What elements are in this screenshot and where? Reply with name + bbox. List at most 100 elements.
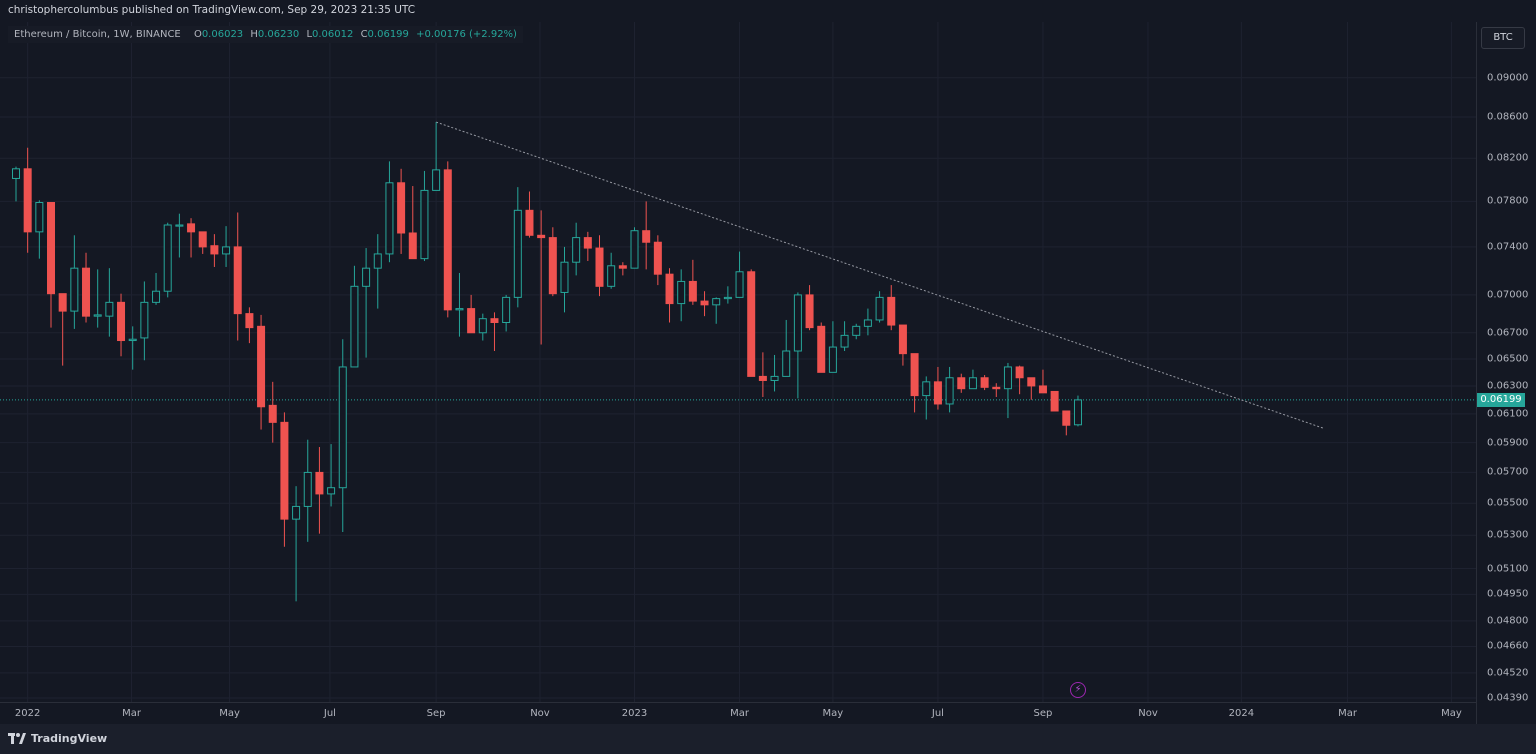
y-tick-label: 0.05500 — [1487, 497, 1529, 509]
y-tick-label: 0.05100 — [1487, 563, 1529, 575]
candle-body-up — [793, 294, 802, 352]
candle-body-down — [688, 280, 697, 302]
candle-body-down — [548, 237, 557, 295]
candle-body-down — [82, 267, 91, 317]
candle-body-up — [350, 285, 359, 368]
chart-background — [0, 22, 1476, 702]
candle-body-up — [945, 377, 954, 405]
footer-bar: TradingView — [0, 724, 1536, 754]
close-label: C — [360, 29, 368, 40]
x-tick-label: Sep — [426, 708, 446, 719]
x-tick-label: 2024 — [1228, 708, 1255, 719]
candle-body-up — [677, 280, 686, 305]
candle-body-up — [303, 471, 312, 507]
candle-body-down — [1038, 385, 1047, 394]
time-axis[interactable]: 2022 Mar May Jul Sep Nov 2023 Mar May Jul Sep Nov 20… — [0, 702, 1476, 725]
y-tick-label: 0.09000 — [1487, 72, 1529, 84]
candle-body-up — [432, 169, 441, 191]
symbol-title[interactable]: Ethereum / Bitcoin, 1W, BINANCE — [14, 29, 181, 40]
candle-body-down — [898, 324, 907, 355]
candle-body-up — [12, 168, 20, 179]
candle-body-down — [957, 377, 966, 390]
y-tick-label: 0.07800 — [1487, 195, 1529, 207]
candle-body-down — [583, 237, 592, 249]
candle-body-down — [467, 308, 476, 334]
open-label: O — [193, 29, 202, 40]
candle-body-down — [805, 294, 814, 329]
x-tick-label: Mar — [730, 708, 749, 719]
candle-body-up — [922, 381, 931, 397]
candle-body-up — [863, 319, 872, 327]
candle-body-down — [747, 271, 756, 377]
candle-body-down — [187, 223, 196, 233]
candle-body-up — [455, 308, 464, 311]
candle-body-up — [852, 325, 861, 336]
candle-body-up — [607, 265, 616, 287]
candle-body-up — [327, 487, 336, 495]
candle-body-up — [723, 296, 732, 300]
last-price-label: 0.06199 — [1477, 392, 1525, 407]
y-tick-label: 0.05700 — [1487, 466, 1529, 478]
candle-body-up — [175, 224, 184, 227]
candle-body-up — [105, 301, 114, 317]
candle-body-up — [128, 338, 137, 342]
candle-body-up — [968, 377, 977, 390]
tradingview-logo[interactable]: TradingView — [8, 732, 107, 745]
candle-body-up — [572, 237, 581, 263]
candle-body-down — [245, 313, 254, 329]
candle-body-up — [420, 189, 429, 260]
candle-body-down — [23, 168, 32, 233]
candle-body-down — [665, 273, 674, 305]
lightning-icon[interactable]: ⚡ — [1070, 682, 1086, 698]
candle-body-up — [152, 290, 161, 303]
candle-body-down — [933, 381, 942, 405]
candle-body-down — [537, 234, 546, 239]
x-tick-label: 2022 — [14, 708, 41, 719]
candle-body-down — [268, 404, 277, 423]
candle-body-down — [1050, 390, 1059, 412]
candle-body-up — [338, 366, 347, 489]
candle-body-down — [233, 246, 242, 315]
y-tick-label: 0.06500 — [1487, 353, 1529, 365]
high-label: H — [250, 29, 258, 40]
candle-body-down — [408, 232, 417, 260]
x-tick-label: Mar — [122, 708, 141, 719]
candle-body-up — [292, 505, 301, 520]
ohlc-legend: Ethereum / Bitcoin, 1W, BINANCE O0.06023… — [8, 26, 523, 43]
candle-body-down — [525, 209, 534, 236]
close-value: 0.06199 — [367, 29, 409, 40]
candle-body-down — [653, 241, 662, 275]
y-tick-label: 0.04520 — [1487, 667, 1529, 679]
currency-button[interactable]: BTC — [1481, 27, 1525, 49]
candle-body-down — [887, 296, 896, 326]
candle-body-down — [910, 353, 919, 397]
candle-body-up — [222, 246, 231, 255]
candle-body-up — [513, 209, 522, 298]
open-value: 0.06023 — [201, 29, 244, 40]
candle-body-down — [980, 377, 989, 388]
candle-body-up — [840, 334, 849, 348]
publish-info-bar: christophercolumbus published on Trading… — [0, 0, 1536, 22]
candle-body-down — [992, 386, 1001, 390]
price-axis[interactable]: 0.09000 0.08600 0.08200 0.07800 0.07400 0.070… — [1476, 22, 1536, 724]
candle-body-down — [210, 245, 219, 255]
candle-body-down — [315, 471, 324, 495]
x-tick-label: Nov — [530, 708, 550, 719]
x-tick-label: 2023 — [621, 708, 648, 719]
y-tick-label: 0.08600 — [1487, 111, 1529, 123]
y-tick-label: 0.05900 — [1487, 437, 1529, 449]
y-tick-label: 0.06300 — [1487, 380, 1529, 392]
candle-body-down — [758, 375, 767, 381]
price-chart[interactable] — [0, 22, 1476, 702]
y-tick-label: 0.07400 — [1487, 241, 1529, 253]
y-tick-label: 0.06100 — [1487, 408, 1529, 420]
tradingview-logo-icon — [8, 733, 26, 744]
x-tick-label: Jul — [323, 708, 336, 719]
candle-body-up — [560, 261, 569, 293]
candle-body-down — [1015, 366, 1024, 379]
candle-body-up — [735, 271, 744, 298]
y-tick-label: 0.04660 — [1487, 640, 1529, 652]
candle-body-down — [700, 300, 709, 306]
candle-body-down — [117, 301, 126, 342]
trendline — [435, 121, 1324, 429]
